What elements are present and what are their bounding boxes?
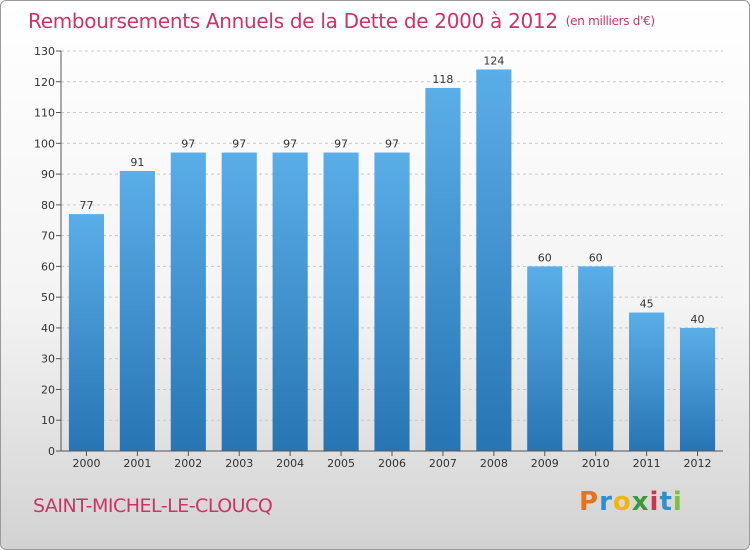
x-tick-label: 2002	[174, 457, 202, 470]
y-tick-label: 90	[41, 168, 55, 181]
logo-letter: P	[579, 487, 600, 517]
y-tick-label: 0	[48, 445, 55, 458]
y-tick-label: 20	[41, 383, 55, 396]
y-tick-label: 10	[41, 414, 55, 427]
y-tick-label: 120	[34, 76, 55, 89]
logo-letter: x	[631, 487, 650, 517]
chart-subtitle: (en milliers d'€)	[565, 14, 655, 28]
y-axis: 0 10 20 30 40 50 60 70 80 90 100 110 120 130	[34, 45, 62, 458]
y-tick-label: 40	[41, 322, 55, 335]
proxiti-logo: Proxiti	[579, 487, 683, 517]
data-label: 60	[538, 251, 552, 264]
data-label: 77	[79, 199, 93, 212]
logo-letter: o	[612, 487, 632, 517]
y-tick-label: 130	[34, 45, 55, 58]
x-tick-label: 2005	[327, 457, 355, 470]
data-label: 97	[232, 138, 246, 151]
x-tick-label: 2010	[582, 457, 610, 470]
bar-2009	[527, 266, 563, 451]
location-name: SAINT-MICHEL-LE-CLOUCQ	[33, 495, 273, 517]
y-tick-label: 50	[41, 291, 55, 304]
bar-2000	[68, 214, 105, 451]
y-tick-label: 80	[41, 199, 55, 212]
data-label: 118	[432, 73, 453, 86]
bar-2011	[629, 312, 665, 451]
data-labels: 77 91 97 97 97 97 97 118 124 60 60 45 40	[79, 54, 704, 325]
data-label: 60	[589, 251, 603, 264]
bar-2008	[476, 69, 512, 451]
bar-2006	[374, 152, 410, 452]
y-tick-label: 100	[34, 137, 55, 150]
y-tick-label: 60	[41, 260, 55, 273]
x-tick-label: 2003	[225, 457, 253, 470]
x-tick-label: 2012	[684, 457, 712, 470]
x-tick-label: 2004	[276, 457, 304, 470]
chart-title: Remboursements Annuels de la Dette de 20…	[28, 9, 655, 33]
x-tick-label: 2008	[480, 457, 508, 470]
bar-2012	[679, 327, 716, 451]
data-label: 97	[385, 138, 399, 151]
logo-letter: i	[649, 487, 660, 517]
y-tick-label: 30	[41, 353, 55, 366]
bar-2010	[578, 266, 614, 451]
bar-2005	[323, 152, 359, 452]
x-tick-label: 2006	[378, 457, 406, 470]
bar-2003	[221, 152, 257, 452]
data-label: 97	[334, 138, 348, 151]
data-label: 124	[483, 54, 504, 67]
data-label: 97	[283, 138, 297, 151]
title-text: Remboursements Annuels de la Dette de 20…	[28, 9, 558, 33]
data-label: 97	[181, 138, 195, 151]
bars	[68, 69, 716, 452]
data-label: 91	[130, 156, 144, 169]
x-tick-label: 2009	[531, 457, 559, 470]
logo-letter: i	[672, 487, 683, 517]
x-tick-label: 2001	[123, 457, 151, 470]
x-tick-label: 2007	[429, 457, 457, 470]
data-label: 40	[691, 313, 705, 326]
x-tick-label: 2011	[633, 457, 661, 470]
logo-letter: r	[599, 487, 613, 517]
bar-2001	[119, 171, 155, 451]
y-tick-label: 70	[41, 230, 55, 243]
bar-2002	[170, 152, 206, 452]
bar-2007	[425, 87, 461, 451]
y-tick-label: 110	[34, 107, 55, 120]
logo-letter: t	[659, 487, 673, 517]
x-tick-label: 2000	[72, 457, 100, 470]
x-axis: 2000 2001 2002 2003 2004 2005 2006 2007 2008 2009…	[61, 450, 723, 470]
bar-2004	[272, 152, 308, 452]
data-label: 45	[640, 298, 654, 311]
